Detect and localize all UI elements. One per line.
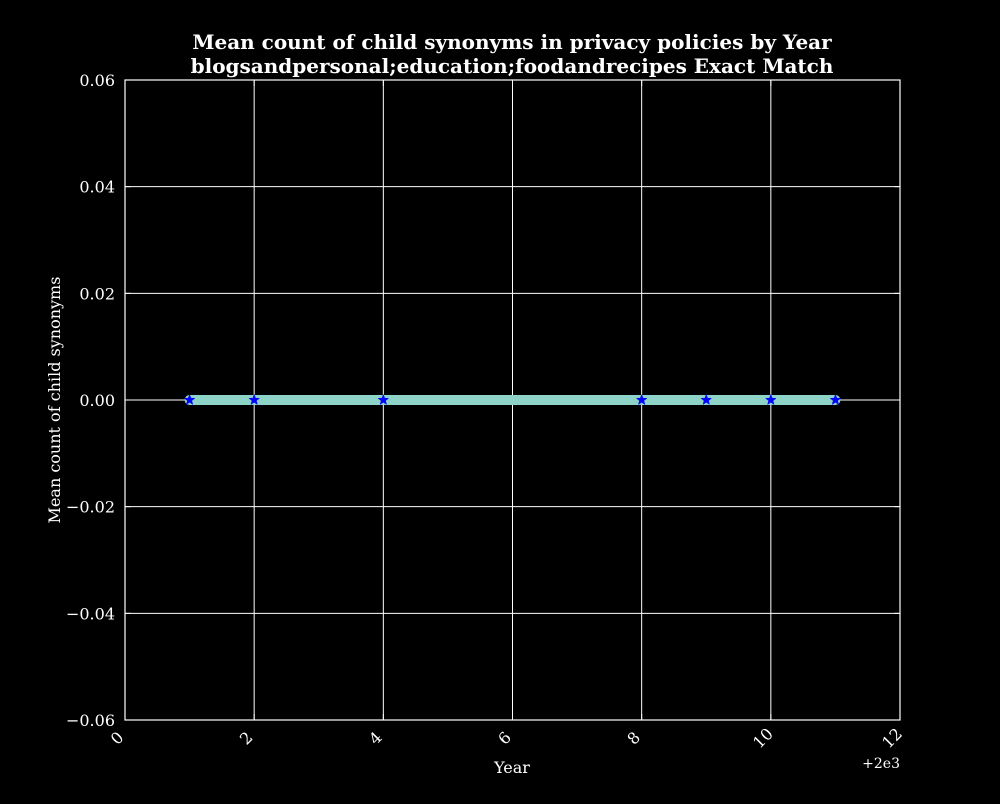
y-tick-label: −0.06 xyxy=(66,711,115,730)
data-point-star xyxy=(248,393,261,406)
data-point-star xyxy=(183,393,196,406)
y-tick-label: 0.06 xyxy=(79,71,115,90)
y-axis-label: Mean count of child synonyms xyxy=(45,277,64,524)
data-point-star xyxy=(764,393,777,406)
y-tick-label: 0.04 xyxy=(79,178,115,197)
y-tick-label: −0.02 xyxy=(66,498,115,517)
chart-title: Mean count of child synonyms in privacy … xyxy=(192,30,832,54)
y-tick-label: 0.02 xyxy=(79,284,115,303)
x-axis-label: Year xyxy=(493,758,530,777)
y-tick-label: 0.00 xyxy=(79,391,115,410)
data-point-star xyxy=(829,393,842,406)
x-axis-offset-label: +2e3 xyxy=(862,756,900,772)
data-point-star xyxy=(377,393,390,406)
series-layer xyxy=(183,393,842,406)
y-tick-label: −0.04 xyxy=(66,604,115,623)
data-point-star xyxy=(700,393,713,406)
data-point-star xyxy=(635,393,648,406)
chart-subtitle: blogsandpersonal;education;foodandrecipe… xyxy=(191,54,834,78)
